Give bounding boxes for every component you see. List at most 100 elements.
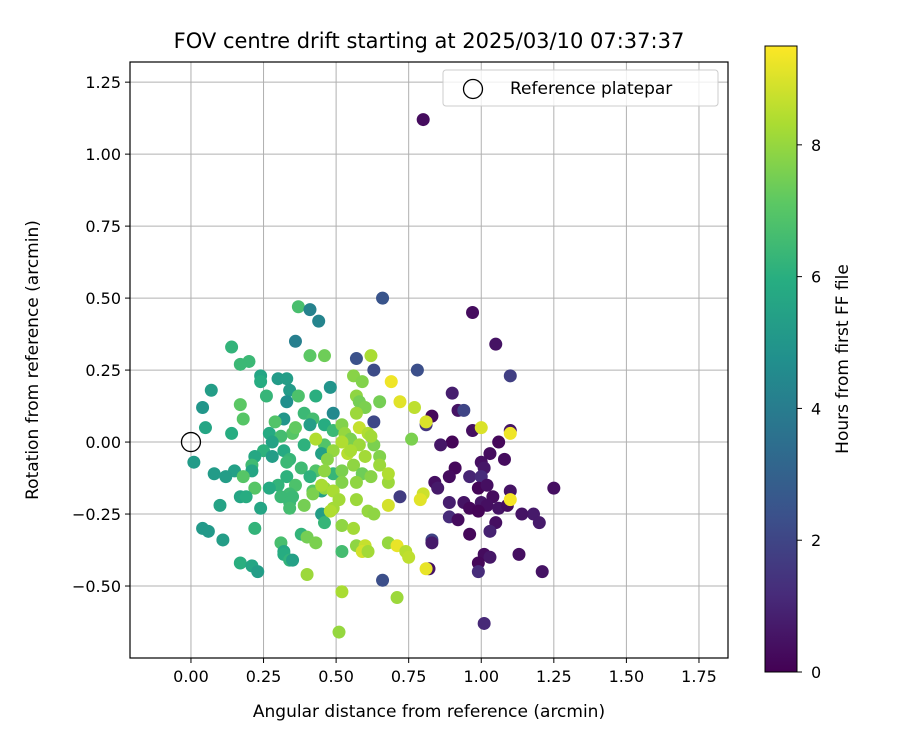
scatter-point	[335, 464, 349, 478]
scatter-point	[248, 521, 262, 535]
colorbar-tick-label: 8	[811, 136, 821, 155]
scatter-point	[373, 395, 387, 409]
scatter-point	[503, 369, 517, 383]
scatter-point	[283, 501, 297, 515]
scatter-point	[405, 432, 419, 446]
scatter-point	[280, 372, 294, 386]
scatter-point	[187, 455, 201, 469]
scatter-point	[288, 421, 302, 435]
scatter-point	[361, 544, 375, 558]
scatter-point	[280, 395, 294, 409]
scatter-point	[219, 470, 233, 484]
scatter-point	[315, 478, 329, 492]
scatter-point	[233, 398, 247, 412]
scatter-point	[431, 481, 445, 495]
scatter-point	[355, 375, 369, 389]
scatter-point	[364, 470, 378, 484]
x-tick-label: 1.00	[463, 667, 499, 686]
x-tick-label: 1.75	[681, 667, 717, 686]
scatter-point	[317, 516, 331, 530]
scatter-point	[474, 421, 488, 435]
scatter-point	[306, 487, 320, 501]
scatter-point	[297, 438, 311, 452]
scatter-point	[332, 625, 346, 639]
scatter-point	[515, 507, 529, 521]
legend-label: Reference platepar	[510, 79, 672, 99]
scatter-point	[335, 585, 349, 599]
scatter-point	[320, 452, 334, 466]
scatter-point	[239, 490, 253, 504]
scatter-point	[286, 553, 300, 567]
scatter-point	[268, 415, 282, 429]
chart-title: FOV centre drift starting at 2025/03/10 …	[174, 29, 685, 53]
scatter-point	[416, 113, 430, 127]
scatter-point	[236, 470, 250, 484]
scatter-point	[471, 565, 485, 579]
scatter-point	[303, 418, 317, 432]
scatter-point	[233, 357, 247, 371]
x-tick-label: 1.25	[536, 667, 572, 686]
scatter-point	[291, 300, 305, 314]
reference-point	[180, 431, 202, 453]
scatter-point	[297, 498, 311, 512]
scatter-point	[335, 475, 349, 489]
scatter-point	[349, 406, 363, 420]
scatter-point	[463, 527, 477, 541]
scatter-point	[323, 504, 337, 518]
scatter-point	[309, 389, 323, 403]
x-tick-label: 0.50	[318, 667, 354, 686]
scatter-point	[466, 305, 480, 319]
scatter-point	[457, 403, 471, 417]
scatter-point	[280, 470, 294, 484]
y-axis: −0.50 −0.25 0.00 0.25 0.50 0.75 1.00 1.25	[72, 73, 130, 596]
scatter-point	[300, 568, 314, 582]
scatter-point	[413, 493, 427, 507]
scatter-point	[303, 349, 317, 363]
y-tick-label: 1.00	[85, 145, 121, 164]
scatter-point	[532, 516, 546, 530]
scatter-point	[198, 421, 212, 435]
y-tick-label: −0.50	[72, 577, 121, 596]
scatter-point	[335, 435, 349, 449]
scatter-point	[483, 524, 497, 538]
scatter-point	[265, 435, 279, 449]
scatter-point	[312, 314, 326, 328]
scatter-point	[407, 401, 421, 415]
scatter-point	[236, 412, 250, 426]
colorbar-tick-label: 6	[811, 268, 821, 287]
scatter-point	[492, 435, 506, 449]
colorbar-ticks: 0 2 4 6 8	[797, 136, 821, 682]
scatter-point	[358, 449, 372, 463]
scatter-point	[248, 481, 262, 495]
scatter-point	[294, 461, 308, 475]
scatter-point	[547, 481, 561, 495]
scatter-point	[410, 363, 424, 377]
scatter-point	[335, 519, 349, 533]
scatter-point	[251, 565, 265, 579]
scatter-point	[367, 507, 381, 521]
scatter-point	[262, 481, 276, 495]
y-tick-label: 0.75	[85, 217, 121, 236]
scatter-point	[204, 383, 218, 397]
scatter-point	[347, 458, 361, 472]
scatter-point	[381, 467, 395, 481]
scatter-point	[309, 536, 323, 550]
scatter-point	[445, 386, 459, 400]
scatter-point	[442, 496, 456, 510]
scatter-point	[367, 363, 381, 377]
x-axis-label: Angular distance from reference (arcmin)	[253, 702, 605, 722]
scatter-point	[280, 455, 294, 469]
scatter-point	[265, 449, 279, 463]
scatter-point	[393, 490, 407, 504]
scatter-point	[402, 550, 416, 564]
scatter-point	[347, 521, 361, 535]
scatter-point	[201, 524, 215, 538]
scatter-point	[213, 498, 227, 512]
x-axis: 0.00 0.25 0.50 0.75 1.00 1.25 1.50 1.75	[173, 658, 717, 686]
legend-box	[442, 69, 719, 107]
scatter-point	[367, 415, 381, 429]
colorbar-label: Hours from first FF file	[833, 264, 853, 454]
colorbar-gradient	[765, 46, 797, 672]
scatter-point	[471, 504, 485, 518]
scatter-point	[233, 556, 247, 570]
